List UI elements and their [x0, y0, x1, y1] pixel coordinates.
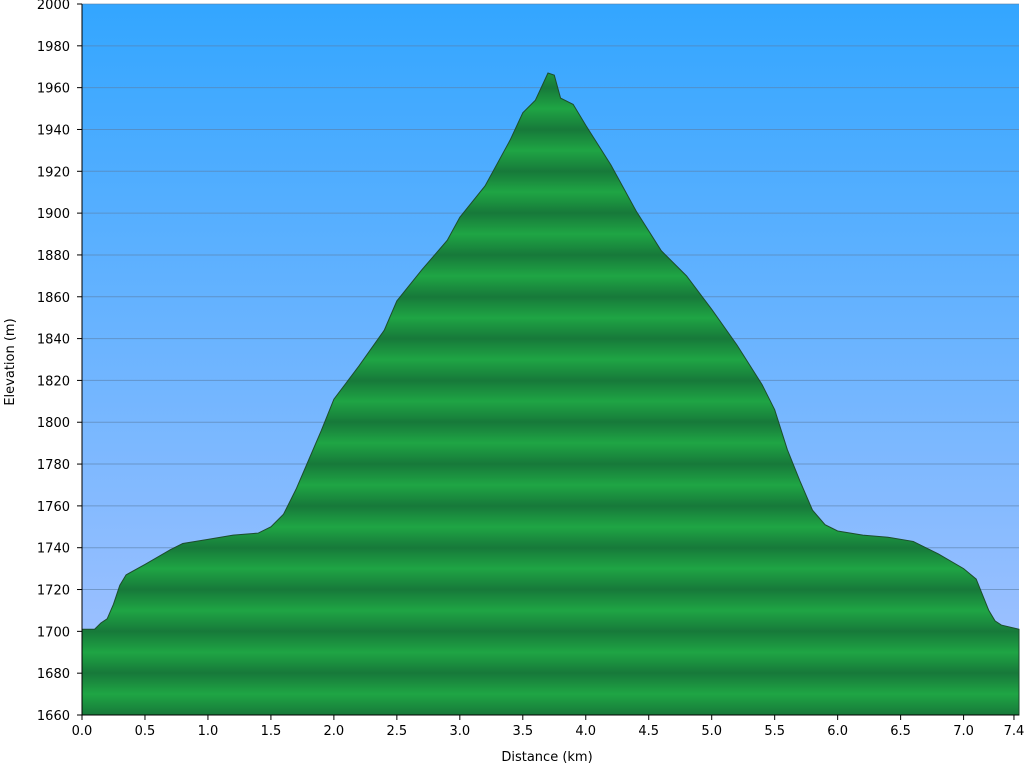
x-tick-label: 3.5	[512, 724, 533, 739]
y-tick-label: 1760	[37, 500, 70, 515]
y-tick-label: 1740	[37, 542, 70, 557]
y-axis-label: Elevation (m)	[3, 318, 18, 405]
x-tick-label: 0.5	[135, 724, 156, 739]
y-tick-label: 1860	[37, 291, 70, 306]
x-tick-label: 1.0	[198, 724, 219, 739]
y-tick-label: 1900	[37, 207, 70, 222]
y-tick-label: 2000	[37, 0, 70, 13]
x-tick-label: 7.4	[1004, 724, 1024, 739]
x-tick-label: 5.5	[764, 724, 785, 739]
x-tick-label: 6.0	[827, 724, 848, 739]
y-tick-label: 1880	[37, 249, 70, 264]
y-tick-label: 1720	[37, 584, 70, 599]
y-tick-label: 1940	[37, 123, 70, 138]
x-tick-label: 1.5	[261, 724, 282, 739]
x-tick-label: 0.0	[72, 724, 93, 739]
x-tick-label: 3.0	[449, 724, 470, 739]
y-tick-label: 1840	[37, 333, 70, 348]
x-tick-label: 2.0	[324, 724, 345, 739]
y-tick-label: 1960	[37, 82, 70, 97]
x-tick-label: 2.5	[387, 724, 408, 739]
x-axis-label: Distance (km)	[501, 750, 592, 765]
y-tick-label: 1680	[37, 667, 70, 682]
elevation-area	[81, 72, 1020, 716]
y-tick-label: 1700	[37, 625, 70, 640]
y-tick-label: 1920	[37, 165, 70, 180]
x-tick-label: 4.5	[638, 724, 659, 739]
y-tick-label: 1800	[37, 416, 70, 431]
x-tick-label: 6.5	[890, 724, 911, 739]
y-tick-label: 1780	[37, 458, 70, 473]
x-tick-label: 7.0	[953, 724, 974, 739]
y-tick-label: 1980	[37, 40, 70, 55]
y-tick-label: 1820	[37, 374, 70, 389]
x-tick-label: 4.0	[575, 724, 596, 739]
x-tick-label: 5.0	[701, 724, 722, 739]
y-tick-label: 1660	[37, 709, 70, 724]
